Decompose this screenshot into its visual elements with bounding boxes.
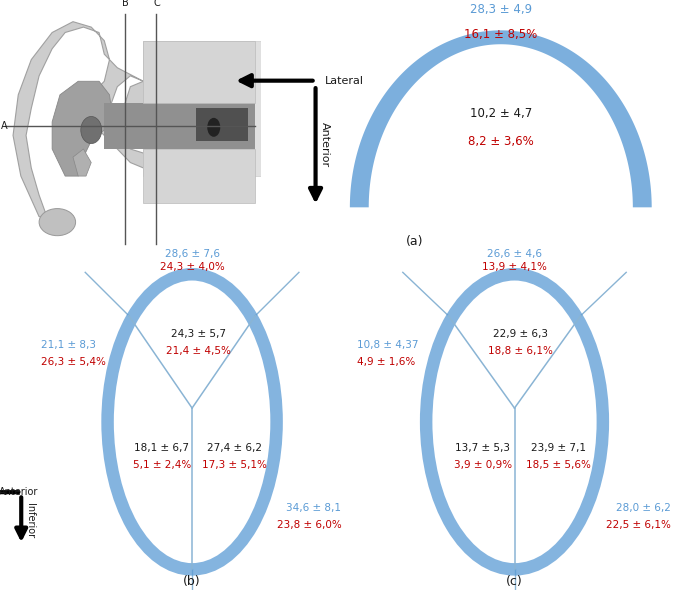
Text: 18,1 ± 6,7: 18,1 ± 6,7 bbox=[134, 442, 189, 453]
Text: 22,5 ± 6,1%: 22,5 ± 6,1% bbox=[606, 520, 671, 530]
Text: 28,6 ± 7,6: 28,6 ± 7,6 bbox=[165, 249, 220, 258]
PathPatch shape bbox=[143, 41, 255, 103]
Text: A: A bbox=[1, 121, 8, 131]
PathPatch shape bbox=[104, 103, 255, 149]
Text: (c): (c) bbox=[506, 576, 523, 588]
Text: 26,6 ± 4,6: 26,6 ± 4,6 bbox=[487, 249, 542, 258]
Text: 4,9 ± 1,6%: 4,9 ± 1,6% bbox=[357, 357, 415, 367]
PathPatch shape bbox=[143, 41, 261, 176]
Text: 5,1 ± 2,4%: 5,1 ± 2,4% bbox=[133, 460, 191, 470]
Text: 23,8 ± 6,0%: 23,8 ± 6,0% bbox=[276, 520, 342, 530]
Text: (b): (b) bbox=[183, 576, 201, 588]
Text: 13,9 ± 4,1%: 13,9 ± 4,1% bbox=[482, 262, 547, 272]
Text: 18,5 ± 5,6%: 18,5 ± 5,6% bbox=[526, 460, 591, 470]
PathPatch shape bbox=[13, 22, 248, 217]
Polygon shape bbox=[350, 30, 652, 207]
Text: 16,1 ± 8,5%: 16,1 ± 8,5% bbox=[464, 28, 537, 41]
PathPatch shape bbox=[52, 81, 112, 176]
Text: 10,8 ± 4,37: 10,8 ± 4,37 bbox=[357, 340, 418, 350]
Text: 24,3 ± 5,7: 24,3 ± 5,7 bbox=[171, 329, 226, 340]
Text: Lateral: Lateral bbox=[325, 76, 364, 85]
Text: 17,3 ± 5,1%: 17,3 ± 5,1% bbox=[202, 460, 267, 470]
Ellipse shape bbox=[39, 208, 75, 235]
PathPatch shape bbox=[196, 108, 248, 141]
Text: 23,9 ± 7,1: 23,9 ± 7,1 bbox=[531, 442, 586, 453]
Text: C: C bbox=[153, 0, 160, 8]
Text: 22,9 ± 6,3: 22,9 ± 6,3 bbox=[493, 329, 548, 340]
PathPatch shape bbox=[143, 149, 255, 203]
Text: B: B bbox=[121, 0, 128, 8]
Text: 34,6 ± 8,1: 34,6 ± 8,1 bbox=[287, 503, 342, 513]
Text: 28,3 ± 4,9: 28,3 ± 4,9 bbox=[470, 2, 532, 16]
Text: 8,2 ± 3,6%: 8,2 ± 3,6% bbox=[468, 135, 534, 148]
Text: 27,4 ± 6,2: 27,4 ± 6,2 bbox=[207, 442, 262, 453]
Text: 24,3 ± 4,0%: 24,3 ± 4,0% bbox=[160, 262, 224, 272]
Text: 13,7 ± 5,3: 13,7 ± 5,3 bbox=[456, 442, 510, 453]
Text: 3,9 ± 0,9%: 3,9 ± 0,9% bbox=[454, 460, 512, 470]
Text: 18,8 ± 6,1%: 18,8 ± 6,1% bbox=[488, 347, 553, 356]
Text: Anterior: Anterior bbox=[320, 122, 330, 167]
Text: 21,1 ± 8,3: 21,1 ± 8,3 bbox=[41, 340, 96, 350]
Text: 10,2 ± 4,7: 10,2 ± 4,7 bbox=[470, 107, 532, 120]
Ellipse shape bbox=[207, 118, 220, 137]
Ellipse shape bbox=[81, 116, 102, 143]
Text: 21,4 ± 4,5%: 21,4 ± 4,5% bbox=[166, 347, 230, 356]
Text: 26,3 ± 5,4%: 26,3 ± 5,4% bbox=[41, 357, 106, 367]
Text: 28,0 ± 6,2: 28,0 ± 6,2 bbox=[616, 503, 671, 513]
PathPatch shape bbox=[73, 149, 91, 176]
Text: (a): (a) bbox=[406, 235, 424, 248]
